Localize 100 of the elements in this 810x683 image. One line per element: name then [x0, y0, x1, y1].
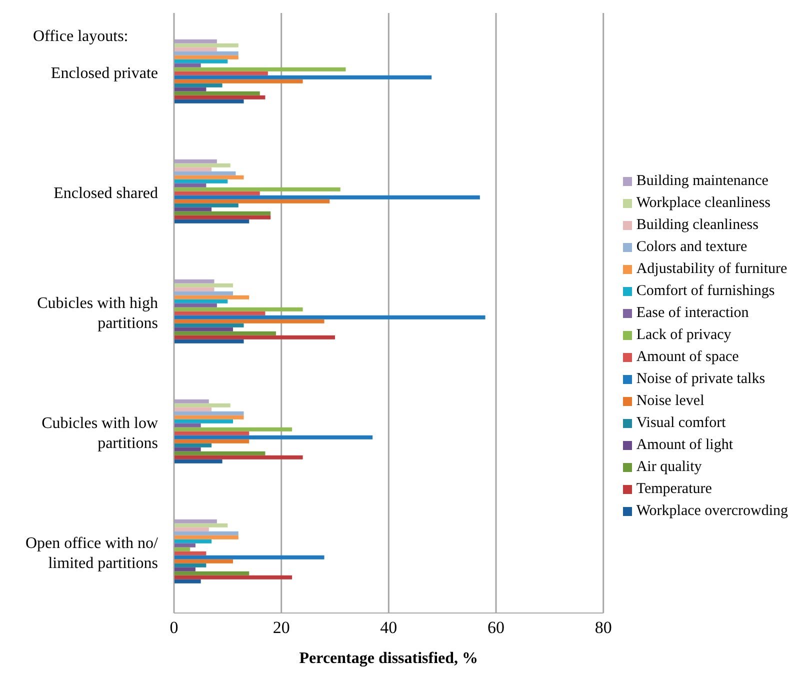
- bar: [174, 419, 234, 424]
- bar: [174, 43, 238, 48]
- bar: [174, 207, 212, 212]
- bar: [174, 199, 330, 204]
- bar: [174, 331, 276, 336]
- legend-label: Noise level: [636, 392, 704, 408]
- bar: [174, 523, 228, 528]
- x-tick-label: 80: [594, 618, 612, 638]
- y-tick-label: Cubicles with low partitions: [42, 415, 158, 452]
- bar: [174, 59, 228, 64]
- legend-label: Comfort of furnishings: [636, 282, 775, 298]
- bar: [174, 399, 209, 404]
- bar: [174, 323, 244, 328]
- bar: [174, 311, 266, 316]
- bar: [174, 167, 212, 172]
- bar: [174, 431, 250, 436]
- bar: [174, 439, 250, 444]
- bar: [174, 527, 209, 532]
- bar: [174, 171, 236, 176]
- bar: [174, 91, 260, 96]
- bar: [174, 303, 217, 308]
- bar: [174, 175, 244, 180]
- x-axis-title: Percentage dissatisfied, %: [299, 650, 478, 667]
- bar: [174, 99, 244, 104]
- legend-label: Lack of privacy: [636, 326, 732, 342]
- bar: [174, 579, 201, 584]
- bar: [174, 519, 217, 524]
- x-tick-label: 0: [170, 618, 178, 638]
- bar: [174, 179, 228, 184]
- bar: [174, 183, 206, 188]
- legend-label: Air quality: [636, 458, 702, 474]
- legend-label: Visual comfort: [636, 414, 726, 430]
- bar: [174, 51, 238, 56]
- y-tick-label: Cubicles with high partitions: [37, 295, 158, 332]
- legend-label: Amount of light: [636, 436, 734, 452]
- bar: [174, 547, 190, 552]
- legend-label: Adjustability of furniture: [636, 260, 788, 276]
- bar: [174, 531, 238, 536]
- bar: [174, 163, 230, 168]
- bar: [174, 539, 212, 544]
- legend-label: Workplace overcrowding: [636, 502, 788, 518]
- bar: [174, 83, 222, 88]
- legend-label: Colors and texture: [636, 238, 748, 254]
- bar: [174, 191, 260, 196]
- y-tick-label: Open office with no/ limited partitions: [25, 535, 159, 572]
- bar: [174, 327, 234, 332]
- bar: [174, 559, 234, 564]
- bar: [174, 443, 212, 448]
- bar: [174, 55, 238, 60]
- bar: [174, 79, 303, 84]
- bar: [174, 415, 244, 420]
- bar: [174, 455, 303, 460]
- bar: [174, 203, 238, 208]
- bar: [174, 403, 230, 408]
- bar: [174, 187, 340, 192]
- bar: [174, 335, 336, 340]
- legend-label: Workplace cleanliness: [636, 194, 770, 210]
- y-tick-label: Enclosed shared: [54, 185, 158, 202]
- bar: [174, 535, 238, 540]
- bar: [174, 47, 217, 52]
- bar: [174, 319, 324, 324]
- bar: [174, 411, 244, 416]
- bar: [174, 315, 486, 320]
- bar: [174, 211, 271, 216]
- legend-label: Building maintenance: [636, 172, 768, 188]
- bar: [174, 279, 214, 284]
- bar: [174, 563, 206, 568]
- bar: [174, 283, 234, 288]
- legend-label: Amount of space: [636, 348, 739, 364]
- bar: [174, 195, 480, 200]
- bar: [174, 339, 244, 344]
- bar: [174, 571, 250, 576]
- bar: [174, 291, 234, 296]
- text: Office layouts:: [33, 28, 128, 46]
- x-tick-label: 60: [488, 618, 505, 638]
- bar: [174, 87, 206, 92]
- bar: [174, 451, 266, 456]
- legend-label: Temperature: [636, 480, 712, 496]
- bar: [174, 75, 432, 80]
- bar: [174, 287, 214, 292]
- bar: [174, 575, 292, 580]
- x-tick-label: 20: [272, 618, 290, 638]
- bar: [174, 435, 373, 440]
- legend-label: Building cleanliness: [636, 216, 758, 232]
- bar: [174, 407, 212, 412]
- bar: [174, 427, 292, 432]
- bar: [174, 551, 206, 556]
- bar: [174, 447, 201, 452]
- bar: [174, 423, 201, 428]
- bar: [174, 71, 268, 76]
- bar: [174, 543, 196, 548]
- legend-label: Ease of interaction: [636, 304, 749, 320]
- bar: [174, 567, 196, 572]
- bar: [174, 67, 346, 72]
- bar: [174, 63, 201, 68]
- bar: [174, 95, 266, 100]
- bar: [174, 307, 303, 312]
- y-tick-label: Enclosed private: [50, 65, 158, 82]
- bar: [174, 459, 222, 464]
- bar: [174, 159, 217, 164]
